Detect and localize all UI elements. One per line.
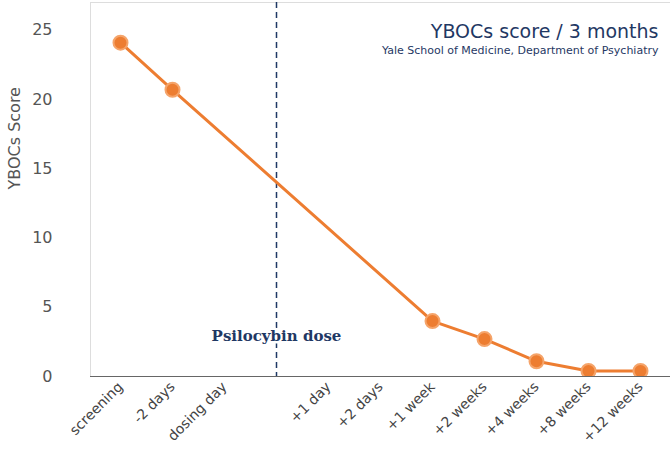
svg-text:+8 weeks: +8 weeks — [533, 378, 594, 439]
svg-text:5: 5 — [42, 297, 52, 316]
svg-text:10: 10 — [32, 228, 52, 247]
svg-text:screening: screening — [66, 378, 126, 438]
svg-text:Yale School of Medicine, Depar: Yale School of Medicine, Department of P… — [381, 44, 659, 57]
svg-text:YBOCs score / 3 months: YBOCs score / 3 months — [430, 20, 659, 42]
svg-text:+4 weeks: +4 weeks — [482, 378, 542, 438]
svg-text:15: 15 — [32, 159, 52, 178]
svg-text:20: 20 — [32, 90, 52, 109]
svg-text:25: 25 — [32, 20, 52, 39]
svg-text:YBOCs Score: YBOCs Score — [5, 87, 24, 190]
svg-text:+2 days: +2 days — [333, 378, 385, 430]
svg-text:+1 day: +1 day — [287, 378, 334, 425]
svg-text:dosing day: dosing day — [164, 378, 229, 443]
svg-text:-2 days: -2 days — [130, 378, 178, 426]
svg-text:Psilocybin dose: Psilocybin dose — [212, 327, 342, 345]
svg-text:+12 weeks: +12 weeks — [579, 378, 646, 445]
svg-text:0: 0 — [42, 367, 52, 386]
svg-text:+1 week: +1 week — [383, 378, 439, 434]
svg-text:+2 weeks: +2 weeks — [430, 378, 490, 438]
